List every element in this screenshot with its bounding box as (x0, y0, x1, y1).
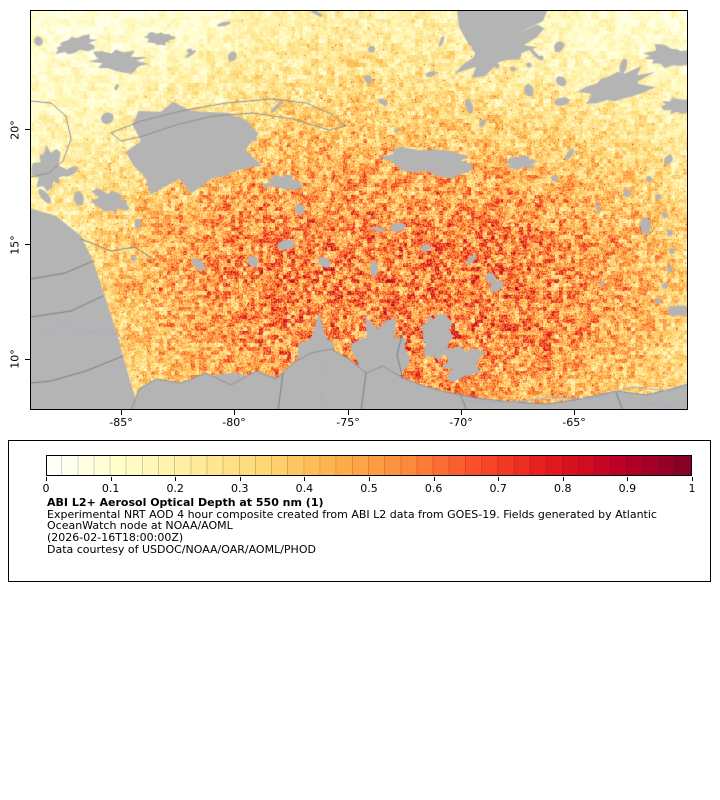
colorbar (46, 455, 692, 476)
map-frame (30, 10, 688, 410)
legend-title: ABI L2+ Aerosol Optical Depth at 550 nm … (47, 496, 324, 509)
y-axis-label: 10° (8, 349, 22, 369)
y-axis-tick (25, 129, 30, 130)
colorbar-tick-label: 0.7 (489, 482, 507, 495)
colorbar-tick-label: 0.5 (360, 482, 378, 495)
x-axis-tick (121, 410, 122, 415)
x-axis-label: -80° (222, 416, 246, 429)
colorbar-tick-label: 0.8 (554, 482, 572, 495)
colorbar-tick (175, 477, 177, 481)
aod-map-canvas (31, 11, 687, 409)
colorbar-tick-label: 0.3 (231, 482, 249, 495)
x-axis-label: -85° (109, 416, 133, 429)
colorbar-tick (692, 477, 693, 481)
x-axis-tick (348, 410, 349, 415)
x-axis-tick (461, 410, 462, 415)
x-axis-label: -65° (562, 416, 586, 429)
legend-courtesy: Data courtesy of USDOC/NOAA/OAR/AOML/PHO… (47, 542, 316, 556)
colorbar-tick-label: 0.2 (166, 482, 184, 495)
legend-description: Experimental NRT AOD 4 hour composite cr… (47, 507, 657, 533)
colorbar-tick-label: 0.4 (295, 482, 314, 495)
colorbar-tick (304, 477, 306, 481)
colorbar-tick-label: 0.9 (618, 482, 637, 495)
colorbar-tick (498, 477, 500, 481)
colorbar-tick (562, 477, 564, 481)
colorbar-tick-label: 1 (688, 482, 696, 495)
colorbar-tick-label: 0.6 (424, 482, 443, 495)
colorbar-tick (46, 477, 47, 481)
x-axis-label: -75° (336, 416, 360, 429)
colorbar-tick (627, 477, 629, 481)
x-axis-tick (574, 410, 575, 415)
y-axis-label: 20° (8, 120, 22, 140)
x-axis-label: -70° (449, 416, 473, 429)
legend-box: 0 0.1 0.2 0.3 0.4 0.5 0.6 0.7 0.8 0.9 1 ABI L2+ Ae… (8, 440, 711, 582)
colorbar-tick (433, 477, 435, 481)
y-axis-tick (25, 244, 30, 245)
x-axis-tick (234, 410, 235, 415)
colorbar-tick (110, 477, 112, 481)
y-axis-tick (25, 359, 30, 360)
colorbar-tick-label: 0 (42, 482, 50, 495)
legend-timestamp: (2026-02-16T18:00:00Z) (47, 531, 184, 545)
colorbar-tick (369, 477, 370, 481)
colorbar-tick-label: 0.1 (101, 482, 120, 495)
legend-text: ABI L2+ Aerosol Optical Depth at 550 nm … (47, 497, 697, 556)
y-axis-label: 15° (8, 235, 22, 255)
colorbar-tick (239, 477, 241, 481)
